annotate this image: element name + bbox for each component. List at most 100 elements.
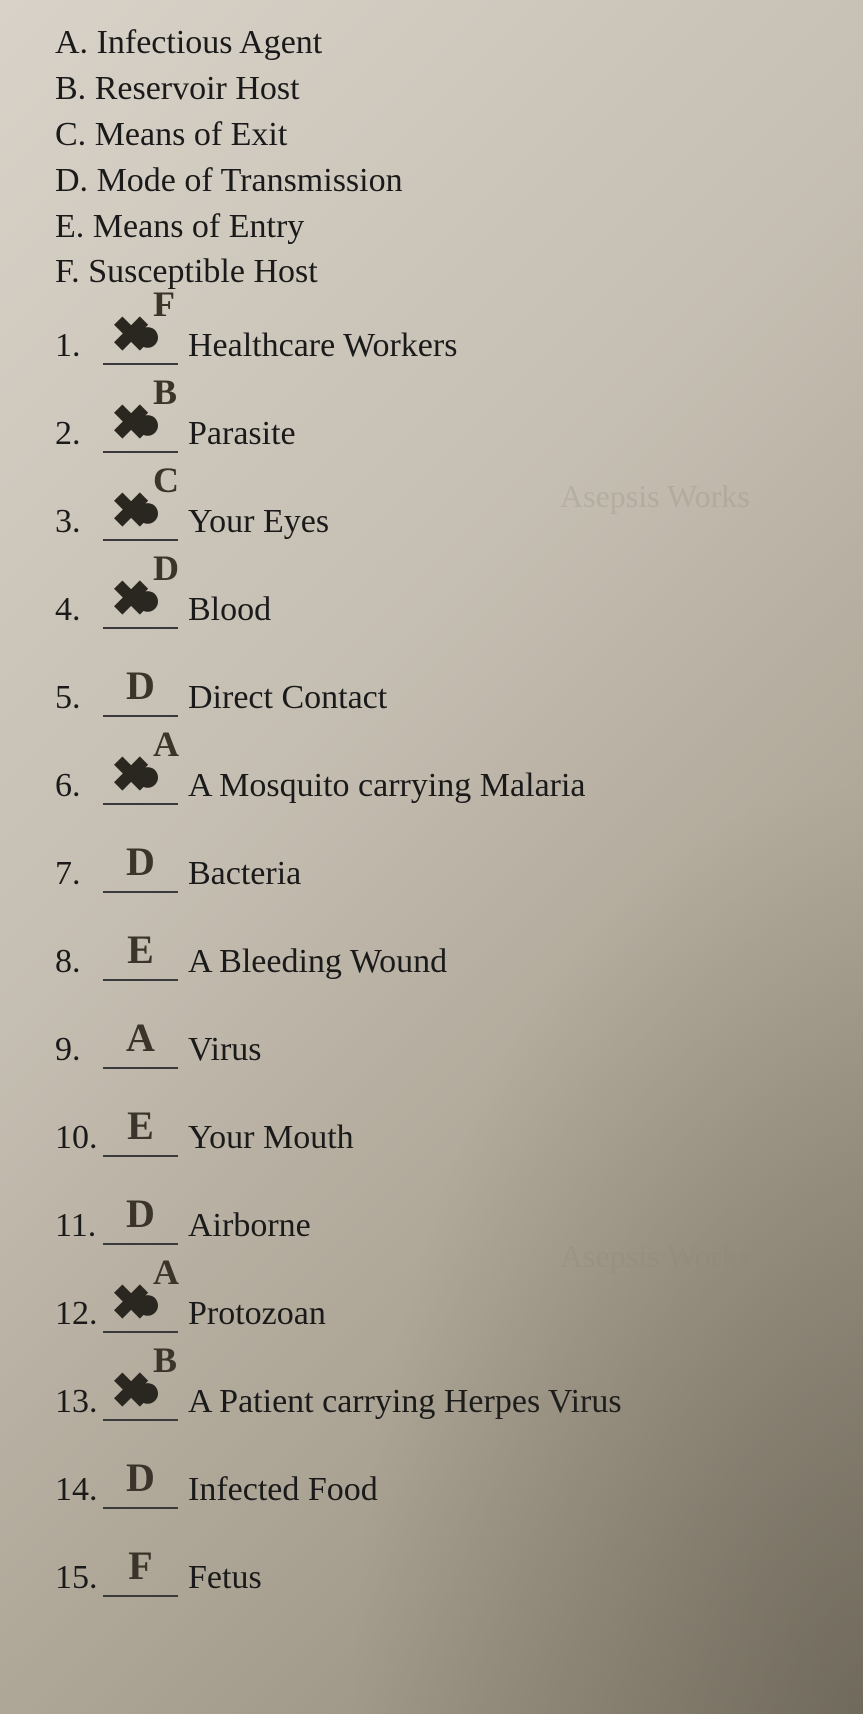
answer-blank: D — [103, 853, 178, 893]
question-text: A Bleeding Wound — [188, 943, 447, 981]
handwritten-correction: A — [153, 1251, 179, 1293]
question-row: 6.✖●A A Mosquito carrying Malaria — [55, 765, 833, 805]
question-text: Your Mouth — [188, 1119, 354, 1157]
question-text: Virus — [188, 1031, 262, 1069]
question-text: Parasite — [188, 415, 296, 453]
question-number: 8. — [55, 943, 103, 981]
question-text: Healthcare Workers — [188, 327, 457, 365]
answer-blank: D — [103, 1205, 178, 1245]
scribble-mark: ✖● — [111, 307, 144, 363]
question-text: Airborne — [188, 1207, 311, 1245]
handwritten-correction: D — [153, 547, 179, 589]
handwritten-answer: F — [128, 1542, 152, 1589]
question-number: 6. — [55, 767, 103, 805]
question-row: 2.✖●B Parasite — [55, 413, 833, 453]
answer-blank: ✖●B — [103, 1381, 178, 1421]
option-letter: D. — [55, 162, 88, 199]
question-number: 5. — [55, 679, 103, 717]
question-row: 9.A Virus — [55, 1029, 833, 1069]
option-letter: A. — [55, 24, 88, 61]
question-number: 4. — [55, 591, 103, 629]
question-row: 12.✖●A Protozoan — [55, 1293, 833, 1333]
handwritten-answer: D — [126, 838, 155, 885]
question-text: Your Eyes — [188, 503, 329, 541]
question-text: Blood — [188, 591, 271, 629]
option-text: Means of Entry — [93, 208, 305, 245]
question-text: A Mosquito carrying Malaria — [188, 767, 586, 805]
answer-blank: A — [103, 1029, 178, 1069]
option-letter: E. — [55, 208, 84, 245]
scribble-mark: ✖● — [111, 1275, 144, 1331]
scribble-mark: ✖● — [111, 747, 144, 803]
question-number: 15. — [55, 1559, 103, 1597]
handwritten-correction: C — [153, 459, 179, 501]
handwritten-answer: D — [126, 662, 155, 709]
scribble-mark: ✖● — [111, 571, 144, 627]
option-d: D. Mode of Transmission — [55, 158, 833, 204]
question-number: 10. — [55, 1119, 103, 1157]
answer-blank: ✖●A — [103, 1293, 178, 1333]
question-row: 1.✖●F Healthcare Workers — [55, 325, 833, 365]
answer-blank: ✖●B — [103, 413, 178, 453]
scribble-mark: ✖● — [111, 1363, 144, 1419]
answer-blank: ✖●A — [103, 765, 178, 805]
option-text: Reservoir Host — [95, 70, 300, 107]
question-text: Bacteria — [188, 855, 301, 893]
question-row: 13.✖●B A Patient carrying Herpes Virus — [55, 1381, 833, 1421]
question-row: 4.✖●D Blood — [55, 589, 833, 629]
option-letter: B. — [55, 70, 86, 107]
question-number: 3. — [55, 503, 103, 541]
option-b: B. Reservoir Host — [55, 66, 833, 112]
handwritten-answer: D — [126, 1190, 155, 1237]
option-text: Infectious Agent — [97, 24, 323, 61]
question-row: 15.F Fetus — [55, 1557, 833, 1597]
handwritten-correction: B — [153, 1339, 177, 1381]
option-c: C. Means of Exit — [55, 112, 833, 158]
question-number: 9. — [55, 1031, 103, 1069]
question-row: 14.DInfected Food — [55, 1469, 833, 1509]
answer-blank: E — [103, 941, 178, 981]
question-text: A Patient carrying Herpes Virus — [188, 1383, 622, 1421]
question-text: Fetus — [188, 1559, 262, 1597]
question-row: 8.E A Bleeding Wound — [55, 941, 833, 981]
handwritten-answer: D — [126, 1454, 155, 1501]
question-text: Protozoan — [188, 1295, 326, 1333]
answer-blank: D — [103, 677, 178, 717]
bleed-through-text: Asepsis Works — [560, 478, 750, 515]
answer-blank: ✖●F — [103, 325, 178, 365]
option-text: Susceptible Host — [88, 253, 317, 290]
question-number: 11. — [55, 1207, 103, 1245]
handwritten-correction: A — [153, 723, 179, 765]
answer-blank: ✖●D — [103, 589, 178, 629]
question-row: 10.E Your Mouth — [55, 1117, 833, 1157]
answer-blank: E — [103, 1117, 178, 1157]
option-a: A. Infectious Agent — [55, 20, 833, 66]
question-number: 14. — [55, 1471, 103, 1509]
option-letter: F. — [55, 253, 80, 290]
option-text: Means of Exit — [95, 116, 288, 153]
question-row: 7.D Bacteria — [55, 853, 833, 893]
question-number: 13. — [55, 1383, 103, 1421]
question-text: Direct Contact — [188, 679, 387, 717]
question-number: 2. — [55, 415, 103, 453]
option-e: E. Means of Entry — [55, 204, 833, 250]
handwritten-answer: A — [126, 1014, 155, 1061]
handwritten-answer: E — [127, 1102, 154, 1149]
question-number: 12. — [55, 1295, 103, 1333]
question-number: 1. — [55, 327, 103, 365]
question-row: 5.D Direct Contact — [55, 677, 833, 717]
scribble-mark: ✖● — [111, 483, 144, 539]
answer-key-options: A. Infectious Agent B. Reservoir Host C.… — [55, 20, 833, 295]
option-text: Mode of Transmission — [97, 162, 403, 199]
questions-list: 1.✖●FHealthcare Workers2.✖●BParasite3.✖●… — [55, 325, 833, 1645]
handwritten-answer: E — [127, 926, 154, 973]
question-number: 7. — [55, 855, 103, 893]
handwritten-correction: F — [153, 283, 175, 325]
handwritten-correction: B — [153, 371, 177, 413]
scribble-mark: ✖● — [111, 395, 144, 451]
answer-blank: F — [103, 1557, 178, 1597]
answer-blank: ✖●C — [103, 501, 178, 541]
question-text: Infected Food — [188, 1471, 378, 1509]
option-letter: C. — [55, 116, 86, 153]
bleed-through-text: Asepsis Works — [560, 1238, 750, 1275]
